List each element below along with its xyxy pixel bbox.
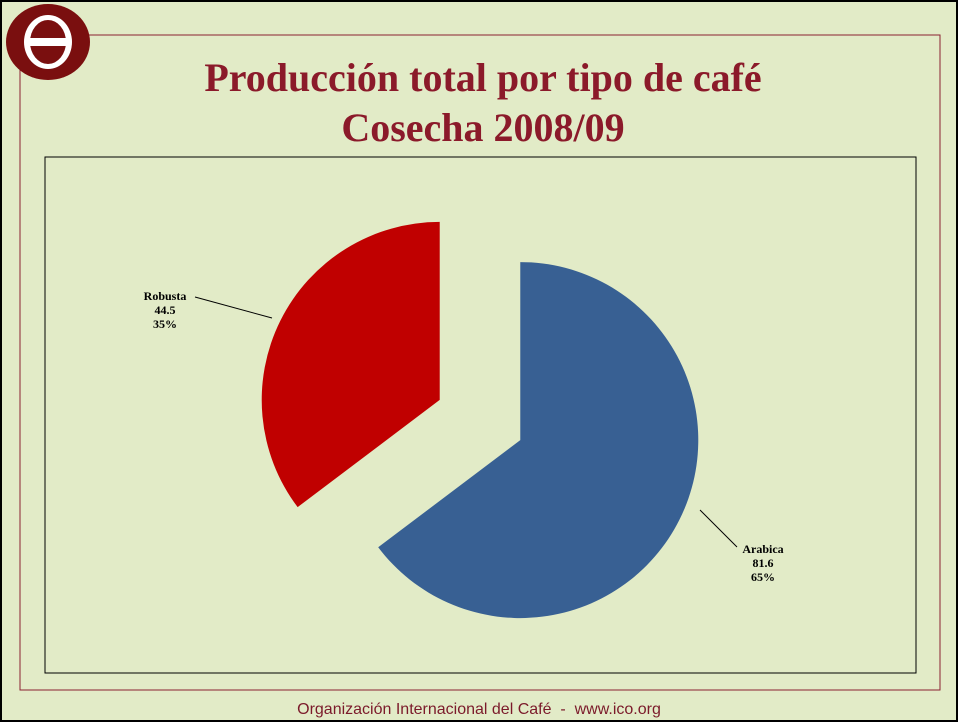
slide-frame (19, 34, 941, 691)
logo (6, 4, 90, 80)
percent-label: 35% (153, 317, 177, 331)
pie-slice (261, 221, 440, 508)
chart-title: Producción total por tipo de café (204, 55, 761, 100)
footer: Organización Internacional del Café - ww… (297, 701, 661, 718)
leader-line (194, 296, 273, 319)
leader-line (699, 509, 738, 548)
category-label: Arabica (742, 542, 783, 556)
plot-area (44, 156, 917, 674)
category-label: Robusta (144, 289, 187, 303)
value-label: 81.6 (753, 556, 774, 570)
percent-label: 65% (751, 570, 775, 584)
chart-subtitle: Cosecha 2008/09 (341, 105, 624, 150)
value-label: 44.5 (155, 303, 176, 317)
pie-slice (378, 262, 699, 619)
